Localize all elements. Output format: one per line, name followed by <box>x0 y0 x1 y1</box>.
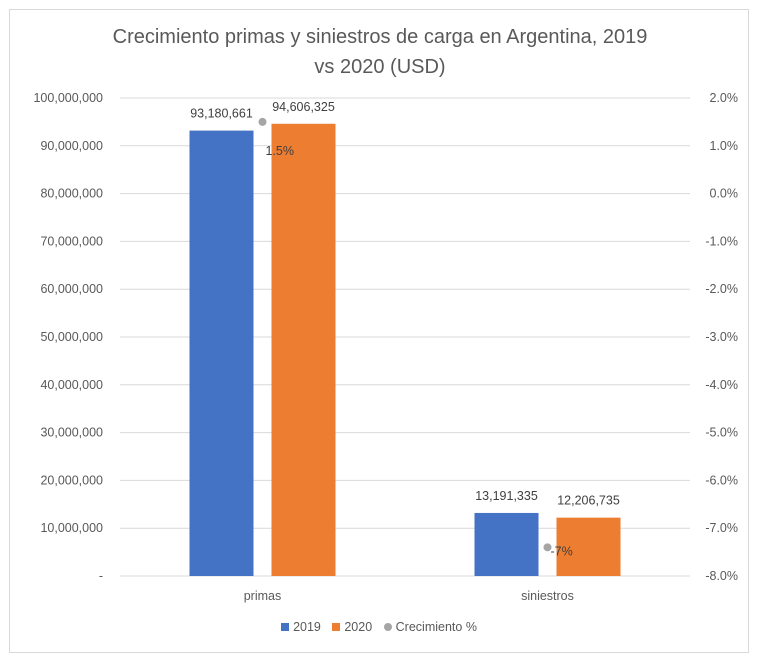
y2-tick-label: -3.0% <box>705 330 738 344</box>
y-tick-label: 10,000,000 <box>40 521 103 535</box>
legend-item-crecimiento: Crecimiento % <box>383 620 477 634</box>
legend-label-2019: 2019 <box>293 620 321 634</box>
y2-tick-label: -7.0% <box>705 521 738 535</box>
chart-title: Crecimiento primas y siniestros de carga… <box>40 22 720 82</box>
bar-data-label: 13,191,335 <box>475 489 538 503</box>
y-tick-label: 40,000,000 <box>40 378 103 392</box>
bar-data-label: 93,180,661 <box>190 107 253 121</box>
chart-title-line-1: Crecimiento primas y siniestros de carga… <box>112 26 648 48</box>
y-tick-label: 90,000,000 <box>40 139 103 153</box>
legend-swatch-2020 <box>332 623 341 631</box>
bar-2019-primas <box>189 130 254 576</box>
growth-marker-primas <box>258 117 267 126</box>
y-tick-label: 60,000,000 <box>40 282 103 296</box>
x-tick-label: siniestros <box>521 589 574 603</box>
chart-frame <box>9 9 749 653</box>
legend-label-2020: 2020 <box>344 620 373 634</box>
y2-tick-label: 2.0% <box>710 91 739 105</box>
y-tick-label: 100,000,000 <box>33 91 103 105</box>
legend-item-2020: 2020 <box>332 620 372 634</box>
legend-swatch-2019 <box>281 623 290 631</box>
y-tick-label: 50,000,000 <box>40 330 103 344</box>
y2-tick-label: -6.0% <box>705 473 738 487</box>
y-tick-label: 30,000,000 <box>40 426 103 440</box>
y2-tick-label: -5.0% <box>705 426 738 440</box>
bar-2019-siniestros <box>474 512 539 576</box>
growth-marker-siniestros <box>543 543 552 552</box>
y2-tick-label: -2.0% <box>705 282 738 296</box>
bar-2020-primas <box>271 123 336 576</box>
growth-data-label: 1.5% <box>266 144 295 158</box>
y2-tick-label: -1.0% <box>705 234 738 248</box>
y-tick-label: 70,000,000 <box>40 234 103 248</box>
bar-2020-siniestros <box>556 517 621 576</box>
y-tick-label: 20,000,000 <box>40 473 103 487</box>
bar-data-label: 94,606,325 <box>272 100 335 114</box>
legend-marker-crecimiento <box>383 623 392 631</box>
legend-item-2019: 2019 <box>281 620 321 634</box>
bar-data-label: 12,206,735 <box>557 494 620 508</box>
growth-data-label: -7% <box>551 544 573 558</box>
legend-label-crecimiento: Crecimiento % <box>395 620 477 634</box>
x-tick-label: primas <box>244 589 282 603</box>
y2-tick-label: -8.0% <box>705 569 738 583</box>
y2-tick-label: 1.0% <box>710 139 739 153</box>
chart-title-line-2: vs 2020 (USD) <box>314 56 446 78</box>
y2-tick-label: -4.0% <box>705 378 738 392</box>
chart-legend: 2019 2020 Crecimiento % <box>0 620 758 634</box>
y-tick-label: 80,000,000 <box>40 187 103 201</box>
y-tick-label: - <box>99 569 103 583</box>
y2-tick-label: 0.0% <box>710 187 739 201</box>
